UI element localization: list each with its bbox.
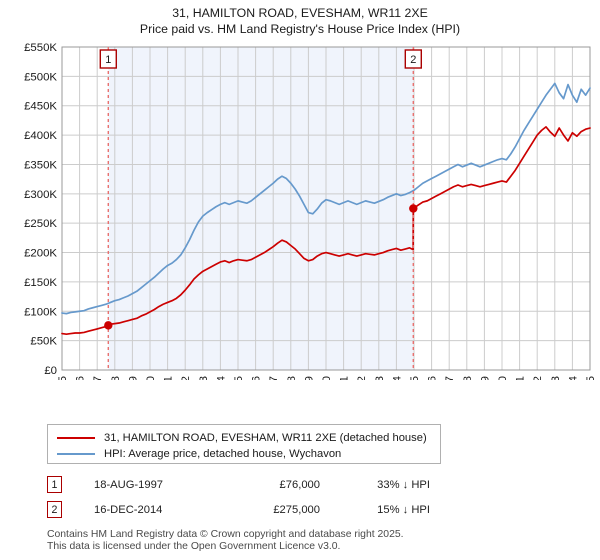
sale-hpi-delta-1: 33% ↓ HPI — [377, 478, 430, 491]
x-axis-tick-label: 2001 — [163, 376, 175, 380]
x-axis-tick-label: 2005 — [233, 376, 245, 380]
sale-price-2: £275,000 — [273, 503, 320, 516]
y-axis-tick-label: £100K — [24, 306, 57, 318]
x-axis-tick-label: 2008 — [286, 376, 298, 380]
x-axis-tick-label: 1996 — [75, 376, 87, 380]
x-axis-tick-label: 2018 — [462, 376, 474, 380]
sale-marker-dot-2[interactable] — [409, 204, 418, 213]
y-axis-tick-label: £150K — [24, 277, 57, 289]
x-axis-tick-label: 2015 — [409, 376, 421, 380]
x-axis-tick-label: 2017 — [444, 376, 456, 380]
y-axis-tick-label: £500K — [24, 71, 57, 83]
page-title: 31, HAMILTON ROAD, EVESHAM, WR11 2XE — [172, 6, 428, 20]
footer-attribution: Contains HM Land Registry data © Crown c… — [47, 529, 587, 552]
y-axis-tick-label: £50K — [30, 336, 57, 348]
legend-label-property: 31, HAMILTON ROAD, EVESHAM, WR11 2XE (de… — [104, 432, 427, 444]
plot-border — [61, 46, 591, 371]
x-axis-tick-label: 1998 — [110, 376, 122, 380]
chart-plot-area: £0 £50K £100K £150K £200K £250K £300K £350K £400… — [0, 40, 600, 380]
series-line-hpi — [61, 82, 591, 315]
x-axis-tick-label: 2003 — [198, 376, 210, 380]
x-axis-tick-label: 2010 — [321, 376, 333, 380]
y-axis-tick-label: £400K — [24, 130, 57, 142]
x-axis-tick-label: 2014 — [391, 376, 403, 380]
sale-price-1: £76,000 — [279, 478, 320, 491]
sale-date-2: 16-DEC-2014 — [94, 503, 163, 516]
x-axis-tick-label: 2000 — [145, 376, 157, 380]
sale-marker-label-2: 2 — [410, 54, 416, 66]
legend-swatch-property — [57, 437, 95, 439]
series-line-property — [61, 126, 591, 336]
sale-hpi-delta-2: 15% ↓ HPI — [377, 503, 430, 516]
sale-marker-label-1: 1 — [105, 54, 111, 66]
y-axis-tick-label: £200K — [24, 248, 57, 260]
page-subtitle: Price paid vs. HM Land Registry's House … — [139, 22, 461, 36]
x-axis-tick-label: 2002 — [180, 376, 192, 380]
sale-date-1: 18-AUG-1997 — [94, 478, 164, 491]
x-axis-tick-label: 2022 — [532, 376, 544, 380]
sales-table: 1 18-AUG-1997 £76,000 33% ↓ HPI 2 16-DEC… — [47, 472, 467, 522]
x-axis-tick-label: 2004 — [215, 376, 227, 380]
sale-marker-badge-2: 2 — [47, 501, 62, 518]
y-axis-tick-label: £550K — [24, 42, 57, 54]
chart-legend: 31, HAMILTON ROAD, EVESHAM, WR11 2XE (de… — [47, 424, 441, 464]
legend-item-property: 31, HAMILTON ROAD, EVESHAM, WR11 2XE (de… — [48, 430, 440, 446]
x-axis-tick-label: 1999 — [127, 376, 139, 380]
sale-marker-box-1[interactable] — [99, 49, 117, 69]
y-axis-tick-label: £0 — [44, 365, 57, 377]
sale-marker-dot-1[interactable] — [104, 321, 113, 330]
x-axis-tick-label: 2024 — [567, 376, 579, 380]
x-axis-tick-label: 2012 — [356, 376, 368, 380]
table-row[interactable]: 1 18-AUG-1997 £76,000 33% ↓ HPI — [47, 472, 467, 497]
footer-line-1: Contains HM Land Registry data © Crown c… — [47, 529, 404, 540]
legend-label-hpi: HPI: Average price, detached house, Wych… — [104, 448, 342, 460]
sale-marker-box-2[interactable] — [404, 49, 422, 69]
table-row[interactable]: 2 16-DEC-2014 £275,000 15% ↓ HPI — [47, 497, 467, 522]
x-axis-tick-label: 2007 — [268, 376, 280, 380]
x-axis-tick-label: 2006 — [251, 376, 263, 380]
footer-line-2: This data is licensed under the Open Gov… — [47, 540, 341, 552]
x-axis-tick-label: 2025 — [585, 376, 597, 380]
x-axis-tick-label: 2009 — [303, 376, 315, 380]
x-axis-tick-label: 2011 — [339, 376, 351, 380]
title-block: 31, HAMILTON ROAD, EVESHAM, WR11 2XE Pri… — [0, 0, 600, 37]
x-axis-tick-label: 2020 — [497, 376, 509, 380]
y-axis-tick-label: £350K — [24, 159, 57, 171]
x-axis-tick-label: 2021 — [515, 376, 527, 380]
price-history-chart: £0 £50K £100K £150K £200K £250K £300K £350K £400… — [24, 42, 597, 380]
y-axis-tick-label: £250K — [24, 218, 57, 230]
sale-period-shading — [108, 47, 414, 370]
x-axis-tick-label: 2013 — [374, 376, 386, 380]
x-axis-tick-label: 2019 — [479, 376, 491, 380]
y-axis-tick-label: £300K — [24, 189, 57, 201]
legend-item-hpi: HPI: Average price, detached house, Wych… — [48, 446, 440, 462]
x-axis-tick-label: 2016 — [427, 376, 439, 380]
y-axis-tick-label: £450K — [24, 101, 57, 113]
legend-swatch-hpi — [57, 453, 95, 455]
x-axis-tick-label: 1995 — [57, 376, 69, 380]
sale-marker-badge-1: 1 — [47, 476, 62, 493]
x-axis-tick-label: 1997 — [92, 376, 104, 380]
x-axis-tick-label: 2023 — [550, 376, 562, 380]
